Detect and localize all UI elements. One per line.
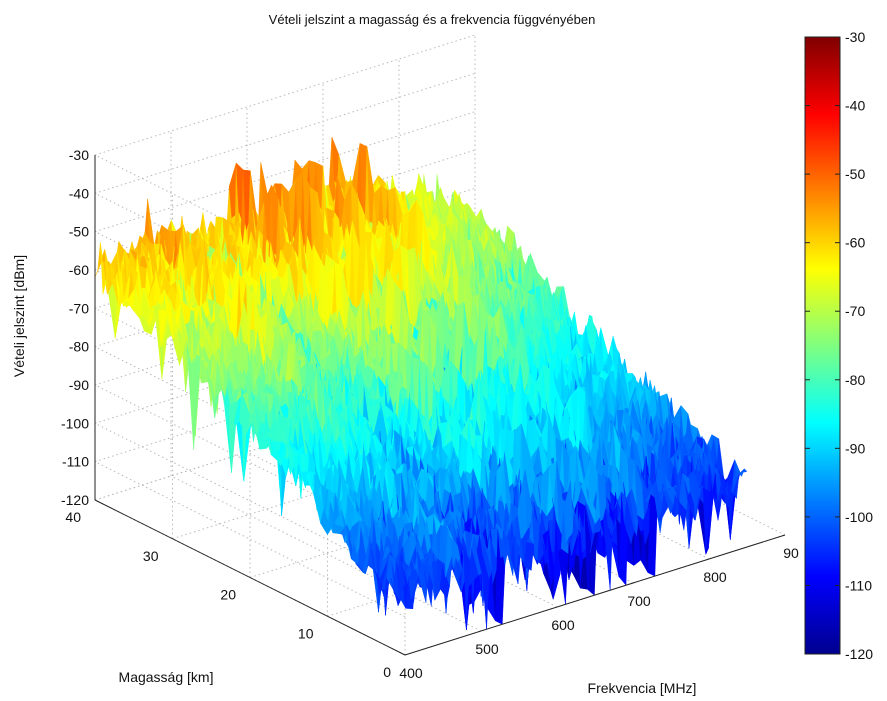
gridline <box>94 154 406 311</box>
gridline <box>94 346 406 503</box>
gridline <box>94 307 406 464</box>
surface <box>94 136 748 630</box>
gridline <box>94 72 476 194</box>
gridline <box>170 475 482 632</box>
gridline <box>94 34 476 156</box>
gridline <box>94 111 476 233</box>
gridline <box>94 461 406 618</box>
gridline <box>94 384 406 541</box>
gridline <box>246 451 558 608</box>
gridline <box>94 422 406 579</box>
